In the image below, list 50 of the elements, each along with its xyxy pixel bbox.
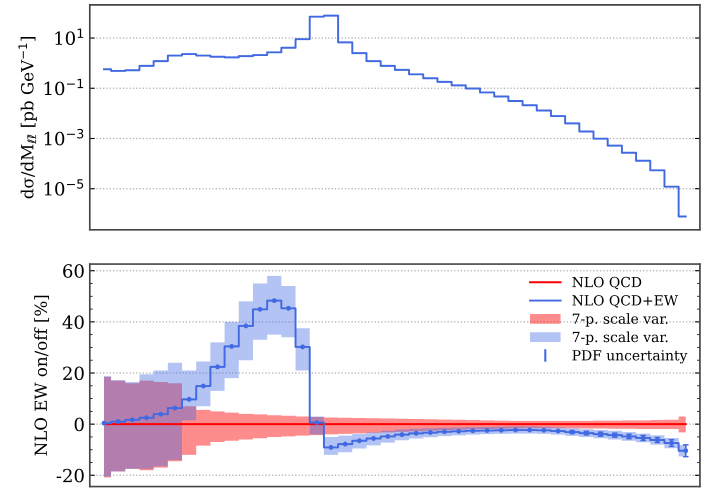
y-tick-label: 0: [74, 418, 84, 432]
point: [286, 306, 291, 311]
point: [144, 415, 149, 420]
point: [371, 436, 376, 441]
point: [414, 430, 419, 436]
point: [328, 444, 334, 450]
point: [258, 306, 262, 312]
point: [484, 428, 490, 433]
point: [186, 396, 192, 402]
point: [215, 364, 220, 370]
y-tick-label: 10$^{−3}$: [44, 128, 84, 146]
annotation: PDF uncertainty: [572, 350, 688, 364]
y-axis-title: dσ/dM$_{ℓℓ̄}$ [pb GeV$^{−1}$]: [18, 37, 37, 198]
legend-label: NLO QCD+EW: [572, 295, 678, 308]
y-tick-label: 60: [63, 264, 84, 278]
point: [243, 324, 248, 328]
point: [470, 428, 476, 434]
y-axis-title: NLO EW on/off [%]: [34, 296, 50, 456]
point: [200, 384, 206, 388]
point: [428, 430, 433, 436]
point: [400, 432, 404, 438]
point: [442, 429, 447, 434]
point: [556, 428, 560, 434]
point: [456, 428, 462, 434]
point: [356, 438, 362, 444]
annotation: 7-p. scale var.: [572, 313, 668, 327]
point: [513, 428, 518, 432]
point: [527, 428, 532, 432]
point: [314, 420, 320, 426]
point: [498, 428, 504, 433]
y-tick-label: 10$^{1}$: [55, 28, 84, 46]
point: [102, 420, 106, 426]
y-tick-label: 10$^{−1}$: [44, 78, 84, 96]
point: [130, 417, 135, 422]
point: [229, 344, 234, 349]
point: [272, 298, 277, 304]
y-tick-label: 40: [62, 315, 84, 329]
point: [342, 442, 348, 447]
point: [172, 406, 178, 410]
y-tick-label: 10$^{−5}$: [44, 179, 84, 196]
y-tick-label: -20: [56, 468, 84, 482]
point: [300, 344, 306, 350]
point: [116, 419, 121, 424]
point: [158, 412, 164, 417]
point: [541, 428, 546, 433]
annotation: 7-p. scale var.: [572, 331, 668, 345]
point: [385, 434, 390, 439]
point: [683, 448, 688, 454]
legend-label: NLO QCD: [572, 276, 642, 290]
y-tick-label: 20: [63, 366, 84, 380]
